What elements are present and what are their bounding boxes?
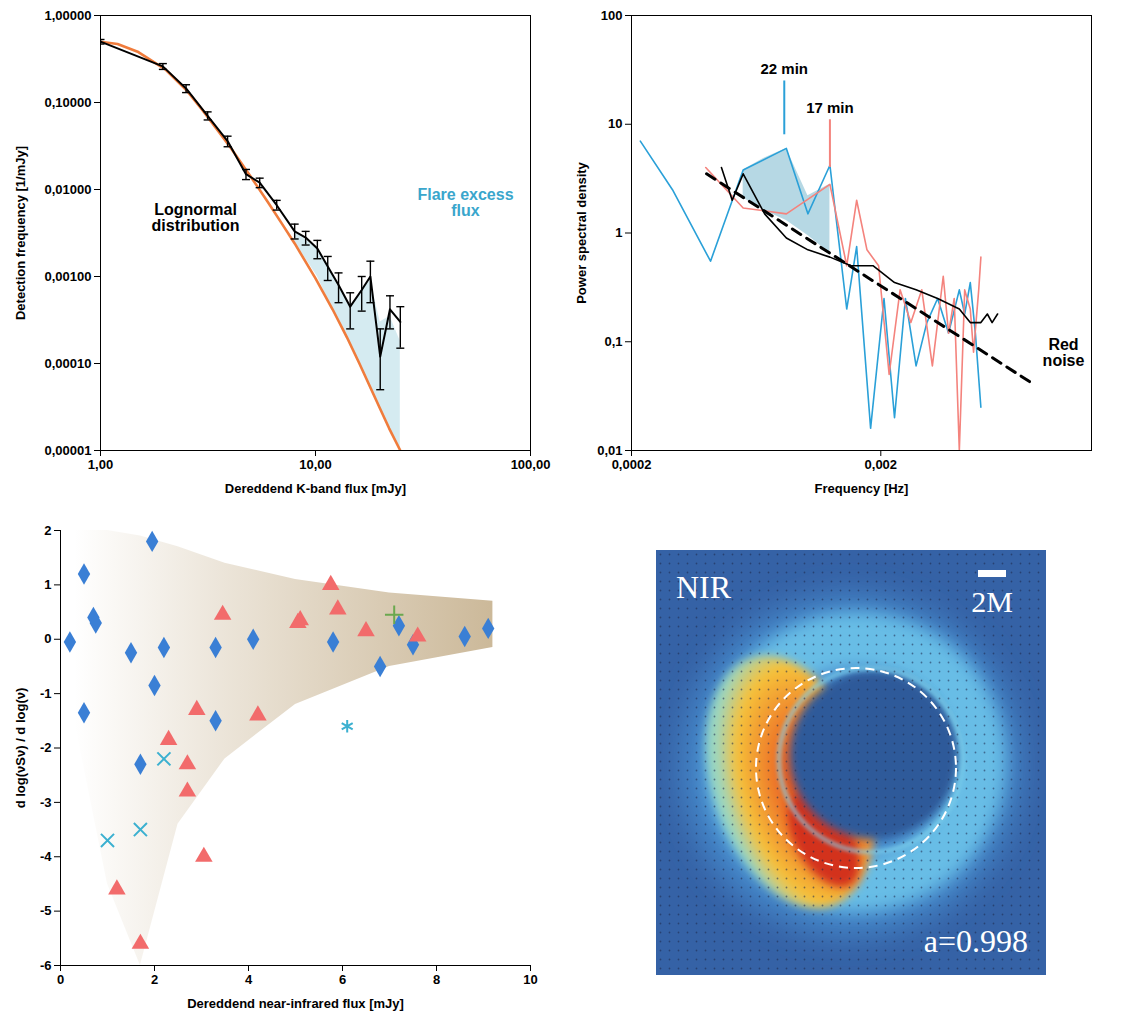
svg-text:Dereddend near-infrared flux [: Dereddend near-infrared flux [mJy] <box>187 996 404 1011</box>
svg-text:4: 4 <box>245 972 253 987</box>
svg-text:1: 1 <box>615 225 622 240</box>
svg-text:2: 2 <box>151 972 158 987</box>
svg-text:0,01: 0,01 <box>597 443 622 458</box>
svg-text:6: 6 <box>339 972 346 987</box>
svg-text:0,0002: 0,0002 <box>612 457 652 472</box>
svg-text:2: 2 <box>44 523 51 538</box>
svg-text:Detection frequency [1/mJy]: Detection frequency [1/mJy] <box>13 146 28 320</box>
svg-text:Frequency [Hz]: Frequency [Hz] <box>815 481 909 496</box>
svg-text:0,10000: 0,10000 <box>45 95 92 110</box>
svg-text:-5: -5 <box>40 903 52 918</box>
svg-text:-3: -3 <box>40 795 52 810</box>
svg-text:-6: -6 <box>40 958 52 973</box>
svg-text:10,00: 10,00 <box>299 457 332 472</box>
svg-text:0,1: 0,1 <box>604 334 622 349</box>
svg-text:a=0.998: a=0.998 <box>924 923 1028 959</box>
svg-text:1: 1 <box>44 577 51 592</box>
svg-text:100: 100 <box>601 8 623 23</box>
svg-text:Lognormaldistribution: Lognormaldistribution <box>152 201 240 234</box>
svg-text:d log(νSν) / d log(ν): d log(νSν) / d log(ν) <box>13 688 28 809</box>
svg-text:0,00100: 0,00100 <box>45 269 92 284</box>
svg-text:22 min: 22 min <box>761 60 809 77</box>
svg-text:-1: -1 <box>40 686 52 701</box>
svg-text:0,00001: 0,00001 <box>45 443 92 458</box>
svg-text:0,002: 0,002 <box>865 457 898 472</box>
svg-text:100,00: 100,00 <box>511 457 551 472</box>
svg-text:0,01000: 0,01000 <box>45 182 92 197</box>
svg-text:1,00: 1,00 <box>88 457 113 472</box>
svg-text:Flare excessflux: Flare excessflux <box>417 186 513 219</box>
svg-text:2M: 2M <box>971 585 1013 618</box>
svg-text:8: 8 <box>433 972 440 987</box>
svg-text:Dereddend K-band flux [mJy]: Dereddend K-band flux [mJy] <box>225 481 406 496</box>
svg-text:Rednoise: Rednoise <box>1043 336 1085 369</box>
svg-text:-2: -2 <box>40 740 52 755</box>
svg-text:Power spectral density: Power spectral density <box>574 161 589 303</box>
svg-text:1,00000: 1,00000 <box>45 8 92 23</box>
svg-text:10: 10 <box>608 116 622 131</box>
svg-text:-4: -4 <box>40 849 52 864</box>
svg-text:17 min: 17 min <box>806 99 854 116</box>
svg-text:NIR: NIR <box>676 569 732 605</box>
svg-text:0,00010: 0,00010 <box>45 356 92 371</box>
svg-text:10: 10 <box>523 972 537 987</box>
svg-text:0: 0 <box>44 631 51 646</box>
svg-text:0: 0 <box>57 972 64 987</box>
